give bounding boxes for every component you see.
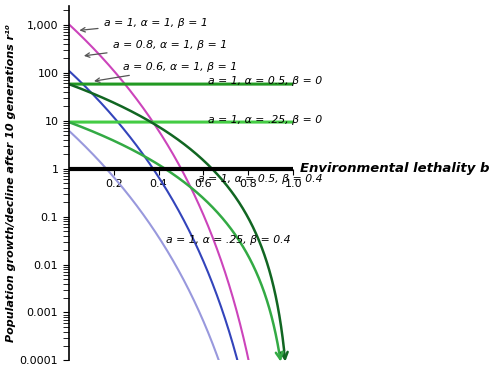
Text: a = 1, α = .25, β = 0: a = 1, α = .25, β = 0 — [208, 115, 322, 125]
Text: a = 0.6, α = 1, β = 1: a = 0.6, α = 1, β = 1 — [96, 62, 237, 82]
Text: a = 1, α = 0.5, β = 0: a = 1, α = 0.5, β = 0 — [208, 76, 322, 86]
Y-axis label: Population growth/decline after 10 generations r¹⁰: Population growth/decline after 10 gener… — [6, 24, 16, 342]
Text: a = 1, α = 0.5, β = 0.4: a = 1, α = 0.5, β = 0.4 — [198, 173, 322, 183]
Text: a = 1, α = .25, β = 0.4: a = 1, α = .25, β = 0.4 — [166, 235, 291, 245]
Text: a = 1, α = 1, β = 1: a = 1, α = 1, β = 1 — [81, 17, 208, 32]
Text: a = 0.8, α = 1, β = 1: a = 0.8, α = 1, β = 1 — [86, 40, 226, 57]
Text: Environmental lethality b: Environmental lethality b — [300, 162, 490, 175]
